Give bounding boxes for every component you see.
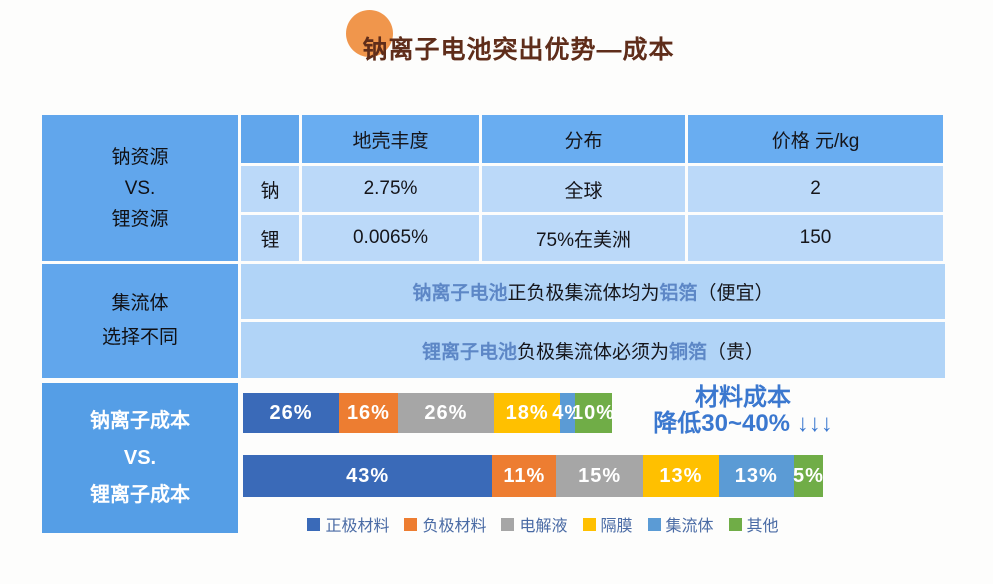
bar-0-segment-集流体: 4%	[552, 393, 582, 433]
bar-0-segment-负极材料: 16%	[338, 393, 398, 433]
bar-1-segment-电解液: 15%	[556, 455, 644, 497]
bar-segment-value-label: 15%	[578, 464, 622, 487]
title-block: 钠离子电池突出优势—成本	[0, 10, 993, 66]
row-header-resources-line2: VS.	[124, 177, 156, 199]
cell-li-price: 150	[688, 215, 943, 261]
corner-empty-cell	[241, 115, 299, 163]
cell-na-distribution: 全球	[482, 166, 685, 212]
row-header-resources: 钠资源 VS. 锂资源	[42, 115, 238, 261]
row-header-collector: 集流体 选择不同	[42, 264, 238, 378]
legend-swatch-icon	[501, 517, 515, 531]
collector-row-na-tail: （便宜）	[697, 283, 774, 304]
legend-item-集流体: 集流体	[647, 512, 714, 536]
title-accent-circle	[346, 10, 394, 57]
col-header-distribution: 分布	[482, 115, 685, 163]
legend-swatch-icon	[307, 517, 321, 531]
chart-legend: 正极材料 负极材料 电解液 隔膜 集流体 其他	[243, 512, 843, 536]
bar-0-segment-隔膜: 18%	[493, 393, 561, 433]
collector-section: 集流体 选择不同 钠离子电池 正负极集流体均为 铝箔 （便宜） 锂离子电池 负极集流体必…	[42, 264, 945, 378]
col-header-price: 价格 元/kg	[688, 115, 943, 163]
bar-segment-value-label: 11%	[503, 464, 546, 487]
legend-swatch-icon	[728, 517, 742, 531]
row-header-cost-line2: VS.	[123, 446, 157, 469]
legend-swatch-icon	[404, 517, 418, 531]
cost-annotation-line2: 降低30~40% ↓↓↓	[653, 410, 833, 437]
row-header-cost-line1: 钠离子成本	[90, 409, 190, 432]
element-cell-na: 钠	[241, 166, 299, 212]
bar-1-segment-负极材料: 11%	[492, 455, 557, 497]
row-header-resources-line1: 钠资源	[111, 146, 169, 168]
collector-row-na: 钠离子电池 正负极集流体均为 铝箔 （便宜）	[241, 264, 945, 319]
bar-segment-value-label: 26%	[424, 401, 468, 424]
cell-na-price: 2	[688, 166, 943, 212]
bar-0-segment-正极材料: 26%	[243, 393, 339, 433]
element-cell-li: 锂	[241, 215, 299, 261]
bar-1-segment-正极材料: 43%	[243, 455, 493, 497]
bar-segment-value-label: 10%	[572, 401, 616, 424]
legend-item-隔膜: 隔膜	[582, 512, 633, 536]
bar-segment-value-label: 4%	[552, 401, 584, 424]
cost-annotation: 材料成本 降低30~40% ↓↓↓	[583, 385, 903, 437]
resource-table-section: 钠资源 VS. 锂资源 地壳丰度 分布 价格 元/kg 钠 2.75% 全球 2…	[42, 115, 945, 261]
legend-label: 电解液	[519, 518, 568, 535]
bar-segment-value-label: 26%	[269, 401, 313, 424]
row-header-cost: 钠离子成本 VS. 锂离子成本	[42, 383, 238, 533]
legend-label: 集流体	[665, 518, 714, 535]
collector-row-li: 锂离子电池 负极集流体必须为 铜箔 （贵）	[241, 322, 945, 378]
cost-bar-lithium: 43% 11% 15% 13% 13% 5%	[243, 455, 823, 497]
legend-item-正极材料: 正极材料	[307, 512, 389, 536]
bar-0-segment-其他: 10%	[572, 393, 616, 433]
row-header-collector-line1: 集流体	[111, 293, 169, 314]
legend-item-电解液: 电解液	[501, 512, 568, 536]
cost-bar-sodium: 26% 16% 26% 18% 4% 10%	[243, 393, 616, 433]
legend-swatch-icon	[647, 517, 661, 531]
cell-li-distribution: 75%在美洲	[482, 215, 685, 261]
row-header-resources-line3: 锂资源	[111, 208, 169, 230]
bar-segment-value-label: 13%	[734, 464, 778, 487]
row-header-collector-line2: 选择不同	[101, 327, 178, 348]
cell-na-abundance: 2.75%	[302, 166, 479, 212]
cost-section: 钠离子成本 VS. 锂离子成本 26% 16% 26% 18% 4% 10% 43% 11%…	[42, 383, 945, 536]
col-header-abundance: 地壳丰度	[302, 115, 479, 163]
collector-row-li-tail: （贵）	[707, 341, 765, 363]
cost-annotation-line1: 材料成本	[695, 384, 791, 411]
main-table: 钠资源 VS. 锂资源 地壳丰度 分布 价格 元/kg 钠 2.75% 全球 2…	[42, 115, 945, 536]
collector-row-na-text: 正负极集流体均为	[507, 283, 660, 304]
cost-chart: 26% 16% 26% 18% 4% 10% 43% 11% 15% 13% 13% 5% 材料成本…	[243, 383, 945, 536]
bar-1-segment-集流体: 13%	[718, 455, 794, 497]
legend-item-其他: 其他	[728, 512, 779, 536]
collector-row-li-foil: 铜箔	[669, 341, 708, 363]
legend-label: 负极材料	[422, 518, 487, 535]
bar-1-segment-其他: 5%	[793, 455, 824, 497]
legend-label: 正极材料	[325, 518, 390, 535]
row-header-cost-line3: 锂离子成本	[90, 483, 190, 506]
cell-li-abundance: 0.0065%	[302, 215, 479, 261]
bar-segment-value-label: 43%	[346, 464, 390, 487]
collector-row-li-battery: 锂离子电池	[421, 341, 517, 363]
bar-segment-value-label: 5%	[793, 464, 824, 487]
bar-0-segment-电解液: 26%	[397, 393, 494, 433]
collector-row-na-foil: 铝箔	[659, 283, 698, 304]
legend-label: 隔膜	[600, 518, 633, 535]
bar-segment-value-label: 13%	[659, 464, 703, 487]
legend-label: 其他	[746, 518, 779, 535]
page-title: 钠离子电池突出优势—成本	[362, 36, 675, 64]
collector-row-na-battery: 钠离子电池	[412, 283, 508, 304]
collector-row-li-text: 负极集流体必须为	[516, 341, 669, 363]
bar-segment-value-label: 18%	[505, 401, 549, 424]
bar-segment-value-label: 16%	[346, 401, 390, 424]
bar-1-segment-隔膜: 13%	[643, 455, 719, 497]
legend-swatch-icon	[582, 517, 596, 531]
legend-item-负极材料: 负极材料	[404, 512, 486, 536]
